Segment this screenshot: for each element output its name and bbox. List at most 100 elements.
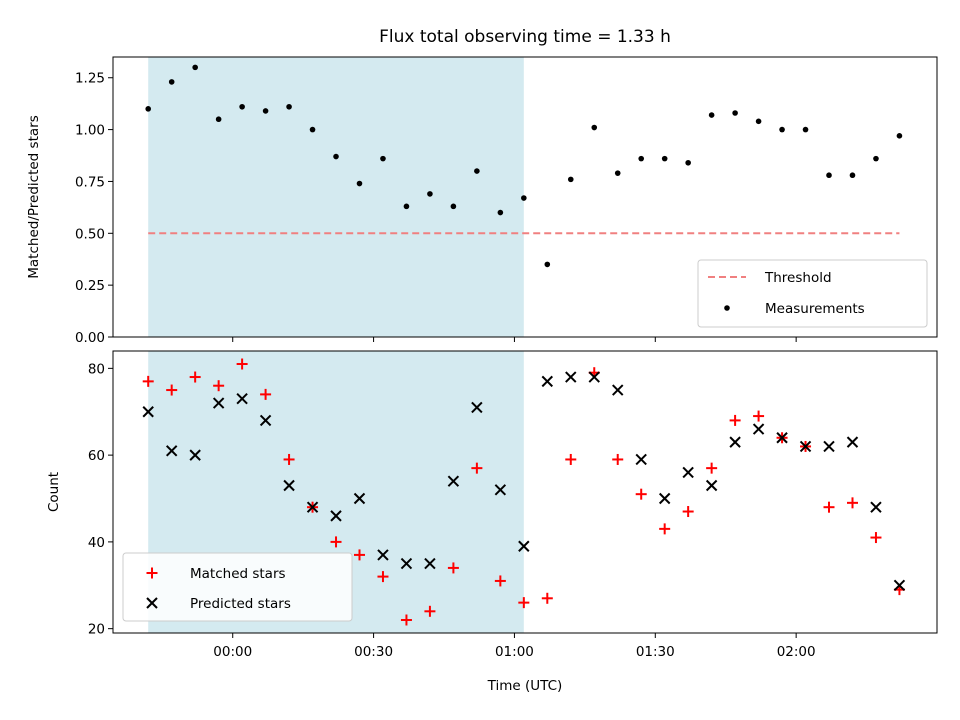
measurement-point [873,155,879,162]
measurement-point [215,116,222,123]
measurement-point [779,126,785,133]
bottom-legend: Matched stars Predicted stars [122,552,353,622]
predicted-star-point-b [823,440,835,453]
predicted-star-point-b [776,432,788,444]
measurement-point [262,108,269,114]
predicted-star-point [494,484,507,496]
predicted-star-point [165,445,178,457]
predicted-star-point-b [893,579,906,591]
predicted-star-point-b [400,557,413,570]
predicted-star-point-b [212,397,225,409]
bottom-y-tick-label: 60 [88,448,105,464]
measurement-point [614,170,621,176]
matched-star-point [494,575,506,587]
matched-star-point [236,358,248,370]
top-y-tick-label: 0.75 [75,174,105,190]
matched-star-point [541,592,553,604]
legend-predicted-swatch-b [146,597,158,609]
predicted-star-point [212,397,225,409]
legend-matched-swatch [146,567,158,579]
predicted-star-point [424,557,436,570]
predicted-star-point [283,479,295,492]
measurement-point [403,203,410,210]
measurement-point [309,126,316,133]
measurement-point [168,79,175,85]
legend-predicted-swatch [146,597,158,609]
matched-star-point [823,501,835,513]
predicted-star-point [447,475,460,487]
x-tick-label: 01:00 [495,644,534,660]
measurement-points [145,64,903,268]
matched-star-point [377,571,389,583]
predicted-star-point-b [588,371,600,383]
predicted-star-point-b [870,501,882,513]
matched-star-point [635,488,647,500]
matched-star-point [682,506,694,518]
measurement-point [521,195,527,201]
predicted-star-point-b [424,557,436,570]
matched-star-point [142,375,154,387]
legend-threshold-label: Threshold [764,270,832,286]
predicted-star-point [518,540,530,552]
bottom-panel-frame [112,350,938,634]
top-y-axis-label: Matched/Predicted stars [26,115,42,278]
measurement-point [661,155,668,162]
predicted-star-point-b [518,540,530,552]
predicted-star-point [588,371,600,383]
matched-star-point [659,523,671,535]
predicted-star-point-b [658,492,671,505]
predicted-star-point [259,414,272,427]
matched-star-point [424,605,436,617]
predicted-star-point-b [259,414,272,427]
predicted-star-point [682,466,694,479]
top-panel-frame [112,56,938,338]
predicted-star-point [565,371,577,383]
matched-star-point [400,614,412,626]
top-y-tick-label: 0.00 [75,330,105,346]
bottom-y-axis-label: Count [46,472,62,512]
predicted-star-point-b [846,436,859,448]
matched-star-point [353,549,365,561]
predicted-star-point [189,449,201,461]
predicted-star-point [330,510,342,522]
top-y-tick-label: 1.25 [75,71,105,87]
measurement-point [802,126,809,133]
predicted-star-point [846,436,859,448]
predicted-star-point-b [471,401,483,414]
predicted-star-point [471,401,483,414]
measurement-point [474,168,480,174]
predicted-star-point-b [353,492,366,505]
measurement-point [755,118,762,125]
top-observing-region [148,57,524,337]
predicted-star-point-b [612,384,624,396]
x-tick-label: 02:00 [777,644,816,660]
predicted-star-point-b [142,406,154,418]
measurement-point [849,172,856,179]
predicted-star-point-b [494,484,507,496]
top-panel: 0.00 0.25 0.50 0.75 1.00 1.25 Matched/Predict… [26,56,938,346]
measurement-point [450,203,457,210]
top-legend-box [697,259,928,328]
measurement-point [638,155,645,162]
predicted-star-point-b [447,475,460,487]
predicted-star-point [236,393,248,405]
measurement-point [544,261,551,268]
predicted-star-point [799,440,812,453]
predicted-star-point [142,406,154,418]
measurement-point [497,209,504,216]
measurement-point [333,153,339,160]
predicted-star-point [752,423,765,435]
x-tick-label: 00:00 [213,644,252,660]
measurement-point [591,124,598,131]
predicted-star-point-b [330,510,342,522]
measurement-point [427,191,433,197]
measurement-point [356,180,363,187]
predicted-star-point [400,557,413,570]
matched-star-point [729,414,741,426]
top-legend: Threshold Measurements [697,259,928,328]
bottom-panel: 20 40 60 80 00:00 00:30 01:00 01:30 02:00 Count… [46,350,938,660]
legend-measurements-swatch [724,305,730,311]
legend-measurements-label: Measurements [765,301,865,317]
matched-star-point [846,497,858,509]
